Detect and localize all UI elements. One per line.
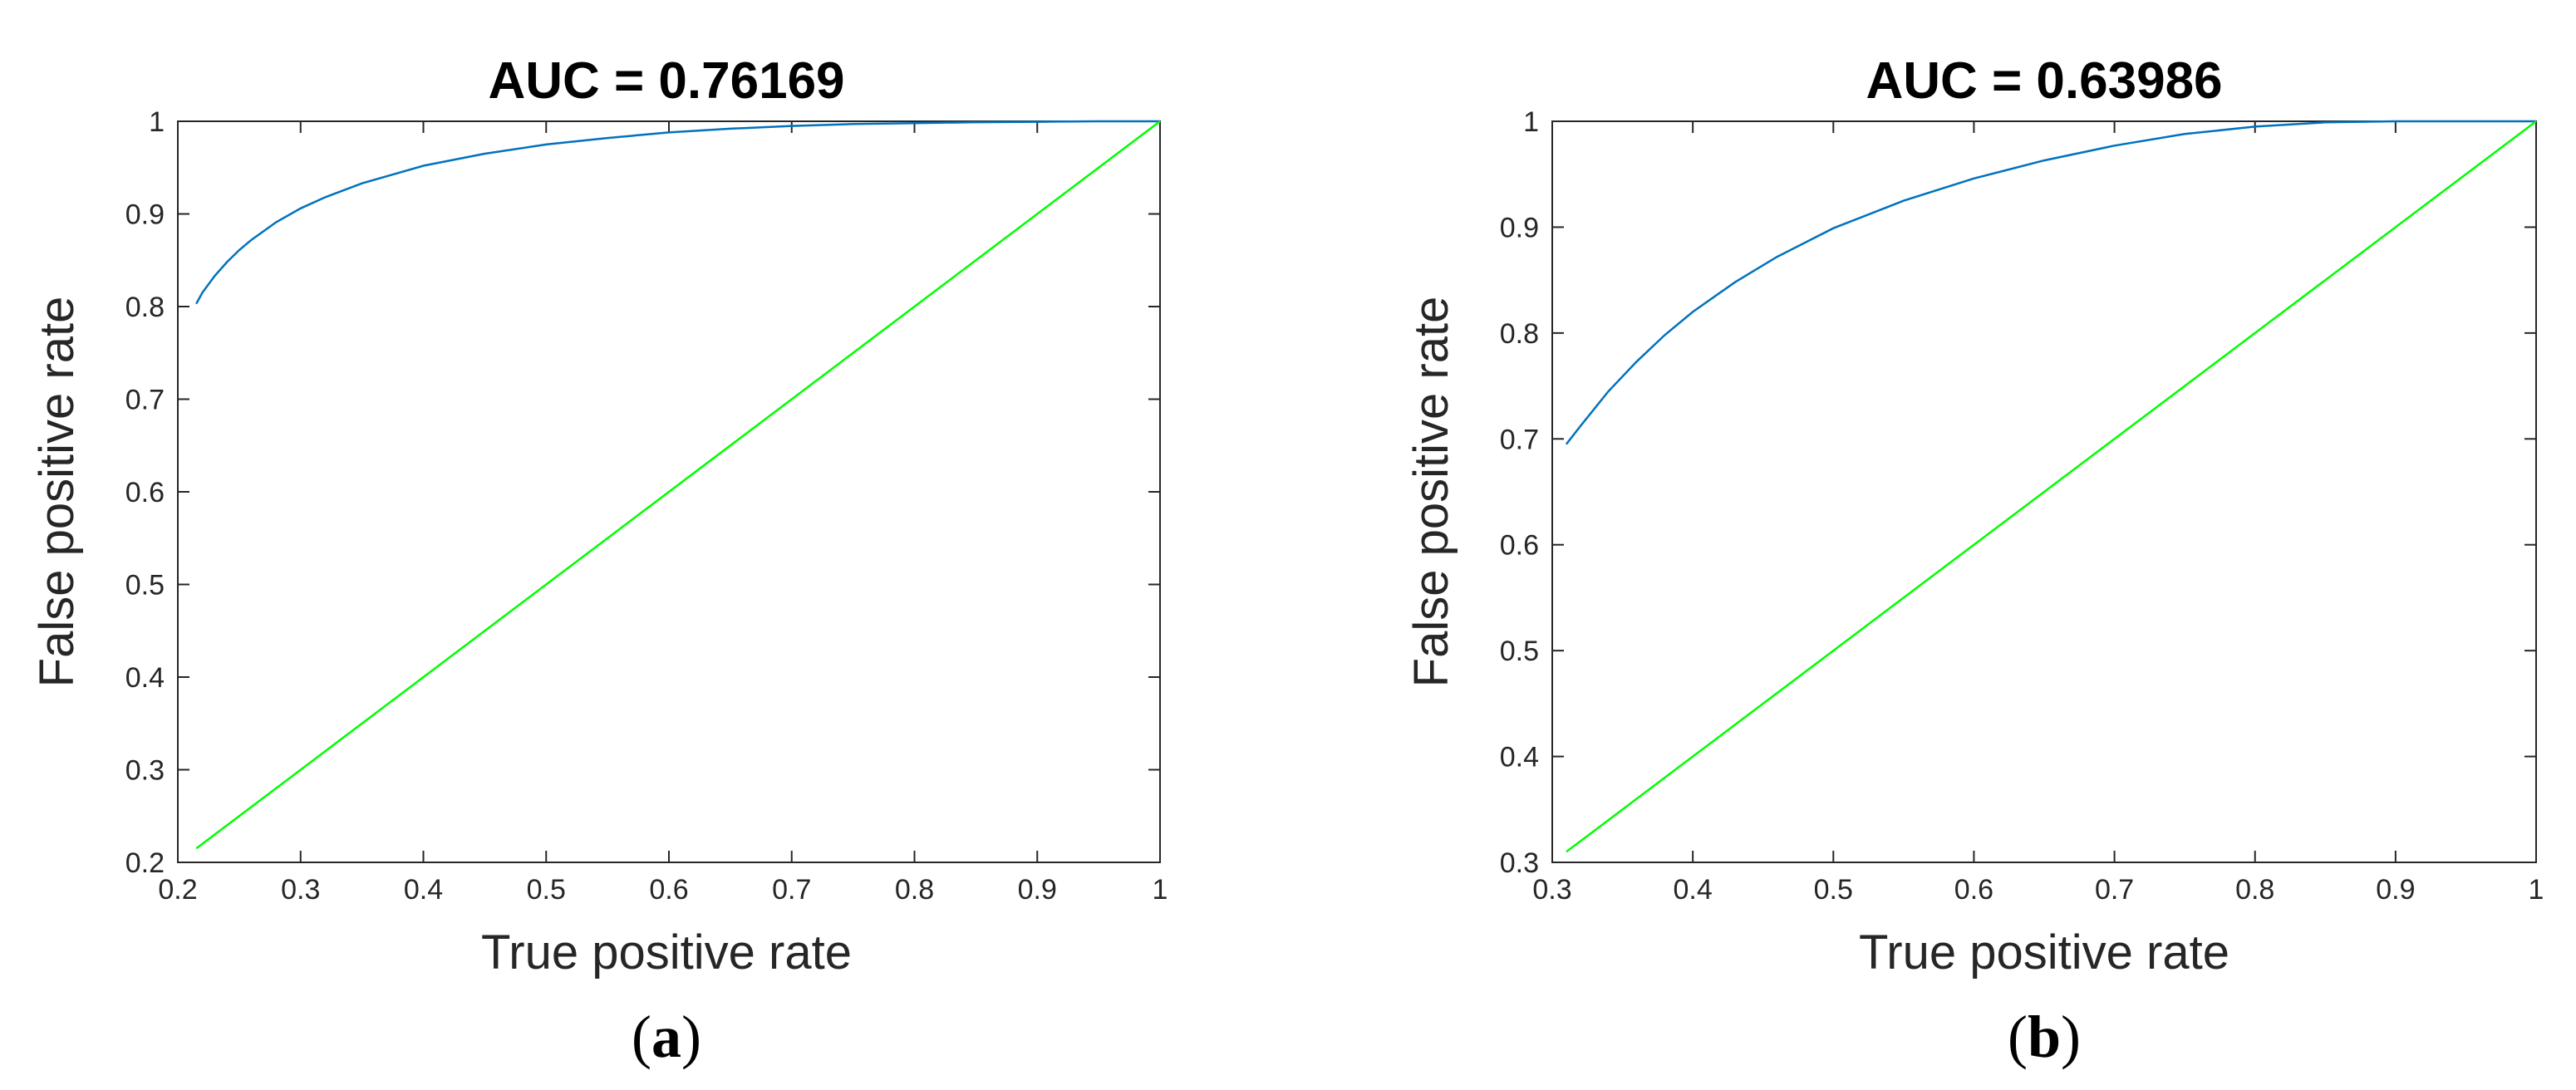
- panel-label-letter: b: [2028, 1004, 2061, 1070]
- y-tick-label: 0.2: [125, 847, 165, 879]
- chart-title: AUC = 0.76169: [488, 52, 844, 110]
- y-tick-label: 0.8: [125, 292, 165, 323]
- y-tick-label: 0.7: [1500, 424, 1539, 455]
- y-tick-label: 0.7: [125, 385, 165, 416]
- y-tick-label: 0.3: [125, 755, 165, 787]
- chart-panel-a: 0.2 0.3 0.4 0.5 0.6 0.7 0.8 0.9 1 0.2 0.3 0.4 0.5 0.6…: [30, 52, 1168, 1070]
- y-tick-label: 0.5: [1500, 636, 1539, 667]
- y-tick-label: 0.4: [125, 662, 165, 694]
- y-tick-label: 0.6: [1500, 530, 1539, 562]
- x-tick-label: 0.2: [158, 874, 197, 906]
- roc-curve-line: [1565, 120, 2536, 445]
- x-tick-label: 0.6: [1954, 874, 1993, 906]
- x-tick-label: 0.5: [527, 874, 566, 906]
- panel-label-close-paren: ): [681, 1004, 701, 1070]
- x-axis-label: True positive rate: [481, 926, 852, 980]
- x-tick-label: 0.7: [772, 874, 811, 906]
- diagonal-reference-line: [1566, 120, 2537, 853]
- x-tick-label: 0.9: [1018, 874, 1057, 906]
- panel-label-open-paren: (: [2008, 1004, 2028, 1070]
- chart-title: AUC = 0.63986: [1866, 52, 2222, 110]
- x-tick-label: 0.6: [649, 874, 688, 906]
- y-tick-label: 0.9: [125, 199, 165, 231]
- roc-curve-line: [195, 120, 1160, 305]
- y-tick-label: 0.5: [125, 570, 165, 601]
- x-tick-label: 1: [2529, 874, 2544, 906]
- diagonal-reference-line: [195, 120, 1161, 850]
- x-axis-label: True positive rate: [1859, 926, 2229, 980]
- x-tick-label: 1: [1153, 874, 1168, 906]
- panel-label-letter: a: [651, 1004, 681, 1070]
- y-tick-label: 1: [149, 106, 165, 138]
- y-tick-label: 0.4: [1500, 742, 1539, 773]
- y-tick-label: 0.6: [125, 477, 165, 508]
- y-tick-label: 1: [1523, 106, 1539, 138]
- x-tick-label: 0.9: [2376, 874, 2415, 906]
- x-tick-label: 0.8: [895, 874, 934, 906]
- x-tick-label: 0.7: [2095, 874, 2134, 906]
- y-axis-label: False positive rate: [30, 297, 84, 688]
- y-tick-label: 0.3: [1500, 847, 1539, 879]
- panel-label: (b): [2008, 1004, 2081, 1070]
- x-tick-label: 0.4: [404, 874, 443, 906]
- y-axis-label: False positive rate: [1404, 297, 1458, 688]
- panel-label-close-paren: ): [2061, 1004, 2081, 1070]
- panel-label-open-paren: (: [632, 1004, 651, 1070]
- x-tick-label: 0.4: [1674, 874, 1713, 906]
- plot-area-frame: [1551, 120, 2537, 863]
- y-tick-label: 0.8: [1500, 318, 1539, 350]
- x-tick-label: 0.3: [1532, 874, 1571, 906]
- y-tick-label: 0.9: [1500, 212, 1539, 243]
- x-tick-label: 0.5: [1814, 874, 1853, 906]
- chart-panel-b: 0.3 0.4 0.5 0.6 0.7 0.8 0.9 1 0.3 0.4 0.5 0.6 0.7 0.8…: [1404, 52, 2544, 1070]
- x-tick-label: 0.3: [281, 874, 320, 906]
- x-tick-label: 0.8: [2235, 874, 2274, 906]
- panel-label: (a): [632, 1004, 701, 1070]
